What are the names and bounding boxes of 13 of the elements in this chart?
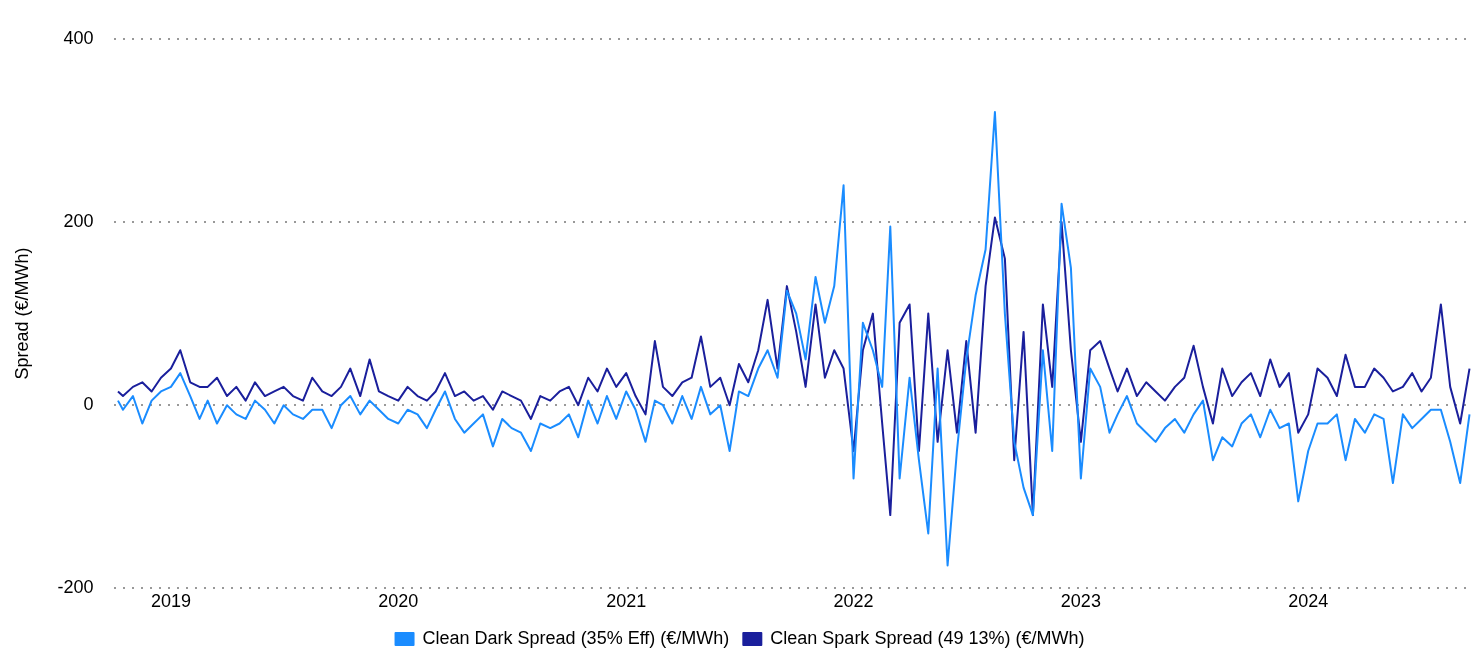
- legend-label: Clean Spark Spread (49 13%) (€/MWh): [770, 627, 1085, 648]
- y-axis-title: Spread (€/MWh): [11, 247, 32, 380]
- x-tick-label: 2021: [606, 591, 647, 612]
- y-tick-label: 0: [83, 394, 94, 415]
- y-tick-label: 400: [63, 27, 94, 48]
- y-tick-label: 200: [63, 210, 94, 231]
- x-tick-label: 2024: [1288, 591, 1329, 612]
- legend-label: Clean Dark Spread (35% Eff) (€/MWh): [422, 627, 730, 648]
- x-tick-label: 2022: [833, 591, 874, 612]
- x-tick-label: 2023: [1060, 591, 1101, 612]
- x-tick-label: 2020: [378, 591, 419, 612]
- y-tick-label: -200: [57, 577, 94, 598]
- x-tick-label: 2019: [150, 591, 191, 612]
